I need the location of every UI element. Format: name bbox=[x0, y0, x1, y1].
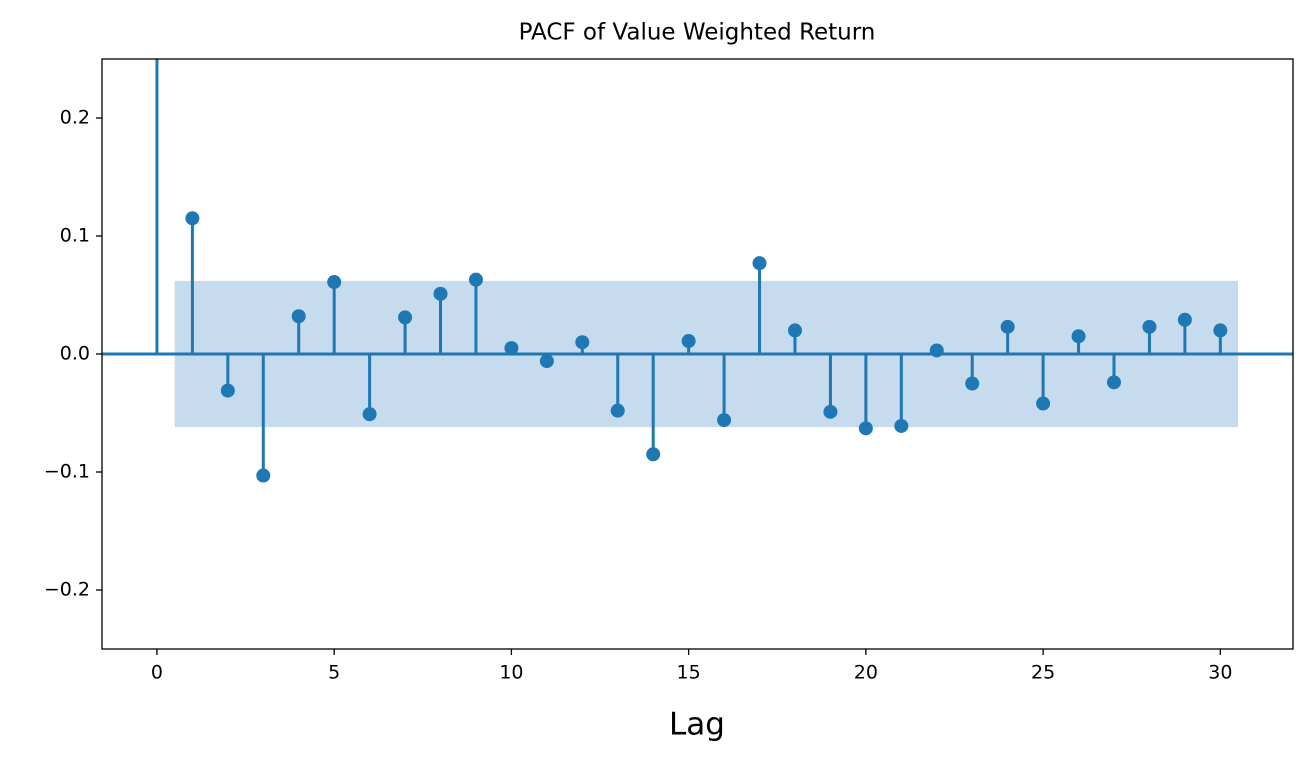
marker bbox=[1177, 312, 1192, 327]
y-tick-label: −0.1 bbox=[44, 461, 90, 483]
marker bbox=[256, 468, 271, 483]
y-tick-label: 0.2 bbox=[60, 107, 90, 129]
marker bbox=[752, 256, 767, 271]
chart-title: PACF of Value Weighted Return bbox=[519, 20, 876, 46]
y-tick-label: 0.1 bbox=[60, 225, 90, 247]
x-tick-label: 5 bbox=[328, 662, 340, 684]
x-tick-label: 25 bbox=[1031, 662, 1055, 684]
marker bbox=[185, 211, 200, 226]
x-tick-label: 20 bbox=[854, 662, 878, 684]
marker bbox=[858, 421, 873, 436]
marker bbox=[823, 404, 838, 419]
marker bbox=[433, 286, 448, 301]
marker bbox=[681, 334, 696, 349]
marker bbox=[291, 309, 306, 324]
marker bbox=[1213, 323, 1228, 338]
marker bbox=[965, 376, 980, 391]
marker bbox=[539, 354, 554, 369]
marker bbox=[1071, 329, 1086, 344]
marker bbox=[1000, 319, 1015, 334]
y-tick-label: −0.2 bbox=[44, 579, 90, 601]
marker bbox=[717, 413, 732, 428]
marker bbox=[610, 403, 625, 418]
y-tick-label: 0.0 bbox=[60, 343, 90, 365]
marker bbox=[504, 341, 519, 356]
plot-area bbox=[102, 59, 1293, 483]
marker bbox=[646, 447, 661, 462]
marker bbox=[398, 310, 413, 325]
marker bbox=[220, 383, 235, 398]
x-tick-label: 15 bbox=[677, 662, 701, 684]
marker bbox=[929, 343, 944, 358]
x-tick-label: 0 bbox=[151, 662, 163, 684]
x-tick-label: 10 bbox=[499, 662, 523, 684]
marker bbox=[894, 418, 909, 433]
x-tick-label: 30 bbox=[1208, 662, 1232, 684]
marker bbox=[575, 335, 590, 350]
marker bbox=[327, 275, 342, 290]
marker bbox=[1142, 319, 1157, 334]
marker bbox=[1036, 396, 1051, 411]
marker bbox=[1106, 375, 1121, 390]
marker bbox=[362, 407, 377, 422]
marker bbox=[787, 323, 802, 338]
x-axis-label: Lag bbox=[669, 707, 725, 743]
marker bbox=[468, 272, 483, 287]
